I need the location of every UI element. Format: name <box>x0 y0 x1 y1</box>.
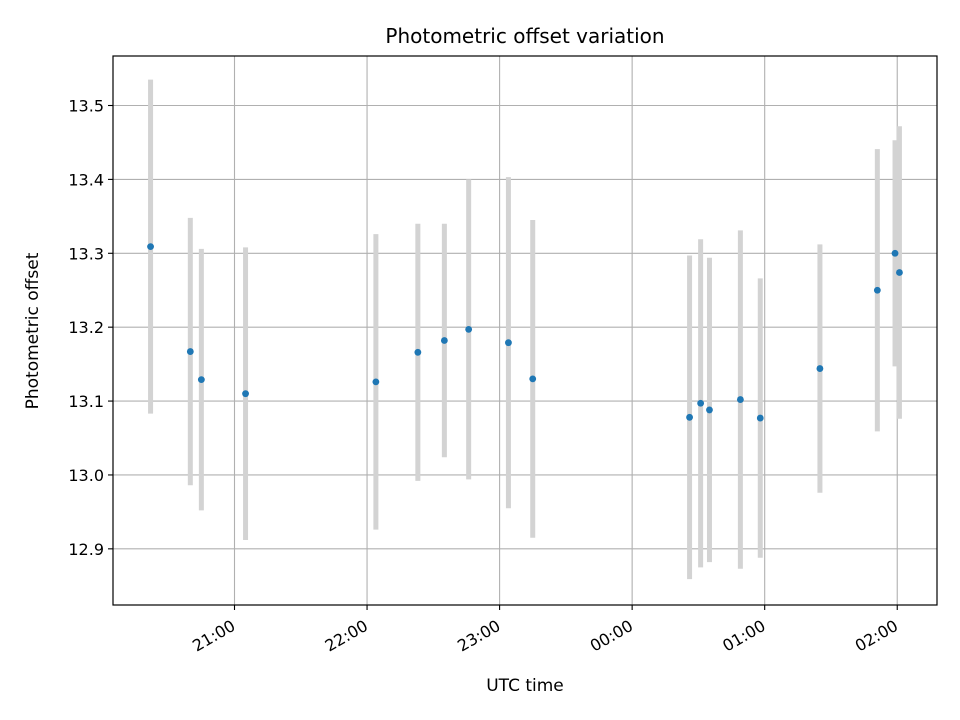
data-point <box>706 406 713 414</box>
y-tick-label: 13.4 <box>68 170 104 189</box>
data-point <box>505 339 512 347</box>
x-axis-label: UTC time <box>486 676 564 696</box>
y-tick-label: 13.0 <box>68 466 104 485</box>
data-point <box>186 348 194 355</box>
data-point <box>756 414 764 422</box>
y-tick-label: 12.9 <box>68 540 104 559</box>
y-tick-label: 13.3 <box>68 244 104 263</box>
data-point <box>896 269 903 276</box>
chart-title: Photometric offset variation <box>385 24 664 48</box>
data-point <box>147 243 154 251</box>
data-point <box>686 413 693 421</box>
data-point <box>440 337 448 344</box>
data-point <box>873 286 881 294</box>
data-point <box>242 390 249 398</box>
y-axis-label: Photometric offset <box>23 252 43 409</box>
data-point <box>697 399 705 407</box>
data-point <box>465 325 473 333</box>
data-point <box>736 396 744 403</box>
data-point <box>197 376 205 384</box>
plot-frame <box>112 55 938 606</box>
data-point <box>414 348 422 356</box>
data-point <box>529 375 537 383</box>
y-axis-ticks: 12.9 13.0 13.1 13.2 13.3 13.4 13.5 <box>68 97 113 559</box>
y-tick-label: 13.5 <box>68 97 104 116</box>
data-point <box>372 378 380 386</box>
data-point <box>891 249 899 257</box>
data-points <box>147 243 903 422</box>
data-point <box>816 365 824 372</box>
y-tick-label: 13.2 <box>68 318 104 337</box>
y-tick-label: 13.1 <box>68 392 104 411</box>
